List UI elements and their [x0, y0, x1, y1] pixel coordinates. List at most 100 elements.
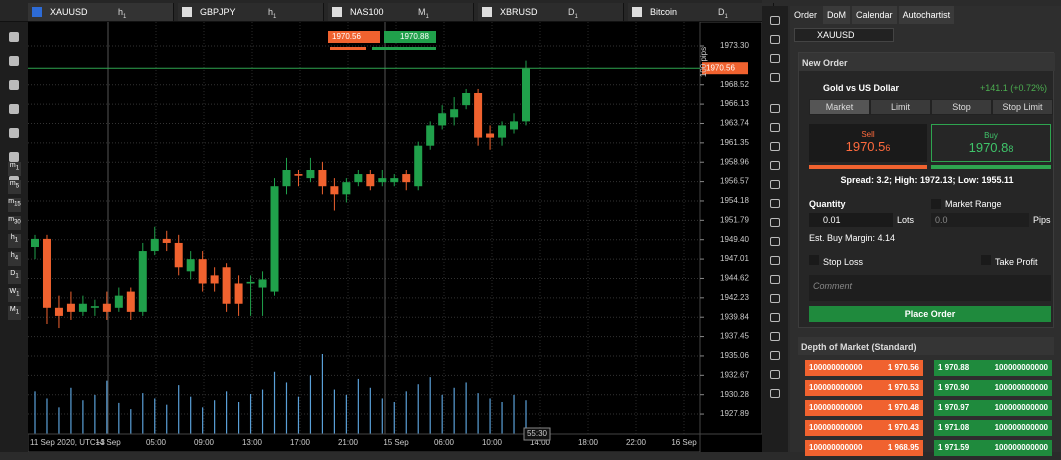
place-order[interactable]: Place Order — [809, 306, 1051, 322]
panel-tab[interactable]: Order — [790, 6, 822, 24]
timeframe-button[interactable]: M1 — [8, 306, 21, 320]
candle-body — [282, 170, 291, 187]
timeframe-button[interactable]: h4 — [8, 252, 21, 266]
tool-icon — [770, 275, 780, 284]
timeframe-button[interactable]: m1 — [8, 162, 21, 176]
dom-cell: 100000000000 — [809, 403, 863, 412]
tool-icon — [770, 313, 780, 322]
tool-icon — [770, 123, 780, 132]
x-tick-label: 11 Sep 2020, UTC+3 — [30, 438, 105, 447]
tab[interactable]: NAS100 M1 — [328, 3, 474, 21]
dom-cell: 1 971.59 — [938, 443, 970, 452]
dom-cell: 100000000000 — [994, 403, 1048, 412]
candle-body — [402, 174, 411, 183]
timeframe-button[interactable]: W1 — [8, 288, 21, 302]
timeframe-unit: m — [8, 198, 15, 205]
label[interactable]: 0.01 — [809, 213, 893, 227]
panel-tab[interactable]: Autochartist — [898, 6, 955, 24]
candle-body — [210, 275, 219, 284]
x-tick-label: 05:00 — [146, 438, 167, 447]
tool-icon — [770, 294, 780, 303]
y-tick-label: 1944.62 — [720, 274, 749, 283]
candle-body — [330, 186, 339, 195]
order-type[interactable]: Market — [809, 99, 870, 115]
timeframe-button[interactable]: D1 — [8, 270, 21, 284]
dom-cell: 1 970.48 — [887, 403, 919, 412]
dom-row: 1 970.97 100000000000 — [934, 400, 1052, 416]
candle-body — [186, 259, 195, 272]
label[interactable]: Comment — [809, 275, 1051, 301]
y-tick-label: 1930.28 — [720, 390, 749, 399]
candle-body — [390, 178, 399, 183]
plot-bg — [28, 22, 762, 452]
range-label: 100 pips — [699, 47, 708, 77]
timeframe-number: 1 — [15, 309, 20, 316]
candle-body — [246, 281, 255, 284]
tab-bar: XAUUSD h1 GBPJPY h1 NAS100 M1 XBRUSD D1 Bitcoin D… — [0, 0, 774, 22]
label: Pips — [1033, 215, 1051, 225]
label: Buy — [984, 131, 998, 140]
box: 1970.88 — [932, 140, 1050, 155]
tab-timeframe: h1 — [118, 7, 126, 20]
label: Take Profit — [995, 257, 1038, 267]
box: Market Limit Stop Stop Limit — [809, 99, 1053, 115]
dom-row: 1 970.88 100000000000 — [934, 360, 1052, 376]
panel-tab[interactable]: Calendar — [852, 6, 897, 24]
dom-cell: 1 970.97 — [938, 403, 970, 412]
tab[interactable]: XAUUSD h1 — [28, 3, 174, 21]
timeframe-button[interactable]: h1 — [8, 234, 21, 248]
x-tick-label: 10:00 — [482, 438, 503, 447]
order-type[interactable]: Limit — [870, 99, 931, 115]
tool-icon — [770, 161, 780, 170]
timeframe-unit: W — [9, 288, 17, 295]
tab-symbol: NAS100 — [350, 7, 384, 17]
candle-body — [270, 186, 279, 292]
dom-cell: 1 971.08 — [938, 423, 970, 432]
tab[interactable]: GBPJPY h1 — [178, 3, 324, 21]
countdown: 55:30 — [527, 429, 548, 438]
dom-cell: 100000000000 — [809, 423, 863, 432]
tab[interactable]: XBRUSD D1 — [478, 3, 624, 21]
timeframe-button[interactable]: m30 — [8, 216, 21, 230]
label: Gold vs US Dollar — [823, 83, 900, 93]
candle-body — [366, 174, 375, 187]
tab-timeframe: D1 — [568, 7, 578, 20]
tool-icon — [9, 80, 19, 90]
dom-cell: 1 970.53 — [887, 383, 919, 392]
dom-row: 100000000000 1 970.53 — [805, 380, 923, 396]
x-tick-label: 06:00 — [434, 438, 455, 447]
x-tick-label: 21:00 — [338, 438, 359, 447]
tab[interactable]: Bitcoin D1 — [628, 3, 774, 21]
candle-body — [450, 109, 459, 118]
label[interactable]: 0.0 — [931, 213, 1029, 227]
panel-tab[interactable]: DoM — [823, 6, 851, 24]
candle-body — [31, 238, 39, 248]
buy-box[interactable]: Buy 1970.88 — [931, 124, 1051, 162]
order-type[interactable]: Stop Limit — [992, 99, 1053, 115]
y-tick-label: 1932.67 — [720, 370, 749, 379]
box — [981, 255, 991, 265]
timeframe-unit: h — [10, 252, 15, 259]
candle-body — [462, 93, 471, 106]
timeframe-number: 1 — [425, 13, 429, 20]
label: 1970.5 — [845, 139, 886, 154]
y-tick-label: 1935.06 — [720, 351, 749, 360]
candle-body — [162, 238, 171, 243]
symbol-select[interactable]: XAUUSD — [794, 28, 894, 42]
candle-body — [222, 267, 231, 304]
timeframe-unit: M — [418, 7, 426, 17]
candle-body — [90, 306, 99, 308]
tool-icon — [9, 152, 19, 162]
tool-icon — [770, 389, 780, 398]
left-toolbar: m1 m5 m15 m30 h1 h4 D1 W1 M1 — [0, 22, 28, 452]
candle-body — [426, 125, 435, 146]
timeframe-button[interactable]: m5 — [8, 180, 21, 194]
current-price-label: 1970.56 — [706, 63, 735, 72]
sell-box[interactable]: Sell 1970.56 — [809, 124, 927, 162]
countdown-box — [523, 427, 551, 441]
dom-cell: 1 970.88 — [938, 363, 970, 372]
candle-body — [138, 251, 147, 312]
timeframe-button[interactable]: m15 — [8, 198, 21, 212]
order-type[interactable]: Stop — [931, 99, 992, 115]
dom-row: 1 971.59 100000000000 — [934, 440, 1052, 456]
